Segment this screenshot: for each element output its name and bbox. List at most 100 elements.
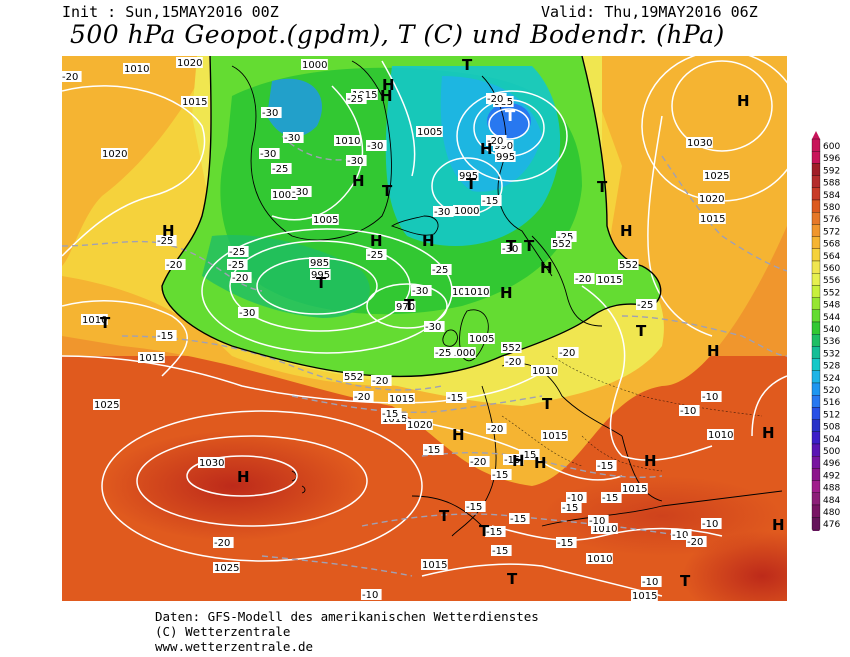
geopotential-contour-label: 552 (502, 343, 521, 354)
colorbar-level-label: 572 (823, 227, 840, 237)
low-pressure-mark: T (462, 56, 473, 74)
pressure-label: 1010 (532, 366, 557, 377)
pressure-label: 1020 (177, 58, 202, 69)
temperature-label-box (213, 537, 234, 548)
geopotential-contour-label: 552 (619, 260, 638, 271)
colorbar-swatch (811, 273, 821, 286)
temperature-label: -25 (157, 236, 173, 247)
geopotential-contour-label-box (618, 259, 639, 270)
colorbar-swatch (811, 492, 821, 506)
temperature-label-box (227, 259, 248, 270)
temperature-label: -15 (602, 493, 618, 504)
high-pressure-mark: H (737, 92, 750, 110)
high-pressure-mark: H (772, 516, 785, 534)
colorbar-level-label: 508 (823, 423, 840, 433)
colorbar-swatch (811, 395, 821, 408)
temperature-label-box (556, 537, 577, 548)
colorbar-level-label: 560 (823, 264, 840, 274)
pressure-label: 1015 (622, 484, 647, 495)
temperature-label: -25 (557, 232, 573, 243)
temperature-label: -10 (642, 577, 658, 588)
pressure-label: 1020 (407, 420, 432, 431)
colorbar-level-label: 520 (823, 386, 840, 396)
colorbar-level-label: 576 (823, 215, 840, 225)
temperature-label-box (371, 375, 392, 386)
colorbar-level-label: 544 (823, 313, 840, 323)
pressure-label: 1010 (587, 554, 612, 565)
temperature-label-box (701, 391, 722, 402)
pressure-label-box (631, 590, 658, 601)
colorbar-level-label: 476 (823, 520, 840, 530)
temperature-label: -15 (466, 502, 482, 513)
pressure-label: 1000 (454, 206, 479, 217)
pressure-label: 1025 (704, 171, 729, 182)
colorbar-swatch (811, 309, 821, 323)
colorbar-level-label: 484 (823, 496, 840, 506)
temperature-label: -25 (228, 260, 244, 271)
temperature-label-box (701, 518, 722, 529)
colorbar-swatch (811, 346, 821, 359)
high-pressure-mark: H (370, 232, 383, 250)
pressure-label-box (541, 430, 568, 441)
low-pressure-mark: T (316, 274, 327, 292)
temperature-label-box (671, 529, 692, 540)
geopotential-contour-label: 552 (552, 239, 571, 250)
temperature-label-box (165, 259, 186, 270)
temperature-label-box (558, 347, 579, 358)
colorbar-swatch (811, 175, 821, 188)
map-labels-layer: 1010102010151020100010151010100598599099… (62, 56, 785, 601)
low-pressure-mark: T (507, 570, 518, 588)
pressure-label: 995 (496, 152, 515, 163)
website-link[interactable]: www.wetterzentrale.de (155, 639, 314, 654)
pressure-label: 1005 (417, 127, 442, 138)
temperature-label: -20 (487, 94, 503, 105)
colorbar-level-label: 528 (823, 362, 840, 372)
colorbar-swatch (811, 199, 821, 213)
low-pressure-mark: T (542, 395, 553, 413)
temperature-label-box (566, 492, 587, 503)
pressure-label-box (531, 365, 558, 376)
colorbar-level-label: 532 (823, 349, 840, 359)
pressure-label: 1025 (94, 400, 119, 411)
temperature-label-box (481, 195, 502, 206)
pressure-label-box (621, 483, 648, 494)
pressure-label: 1025 (214, 563, 239, 574)
high-pressure-mark: H (540, 259, 553, 277)
temperature-label: -10 (702, 519, 718, 530)
temperature-label-box (491, 469, 512, 480)
temperature-label: -30 (284, 133, 300, 144)
temperature-label-box (381, 408, 402, 419)
temperature-label: -10 (567, 493, 583, 504)
high-pressure-mark: H (162, 222, 175, 240)
pressure-label-box (123, 63, 150, 74)
temperature-label-box (411, 285, 432, 296)
pressure-label: 1000 (450, 348, 475, 359)
temperature-label-box (156, 235, 177, 246)
low-pressure-mark: T (479, 522, 490, 540)
temperature-label: -30 (434, 207, 450, 218)
colorbar-level-label: 564 (823, 252, 840, 262)
colorbar-swatch (811, 468, 821, 481)
pressure-label-box (453, 205, 480, 216)
temperature-label-box (641, 576, 662, 587)
pressure-label: 1015 (422, 560, 447, 571)
low-pressure-mark: T (597, 178, 608, 196)
geopotential-contour-label-box (343, 371, 364, 382)
temperature-label: -20 (559, 348, 575, 359)
pressure-label: 1030 (687, 138, 712, 149)
pressure-label-box (421, 559, 448, 570)
pressure-label: 1005 (469, 334, 494, 345)
pressure-label: 1015 (700, 214, 725, 225)
colorbar-swatch (811, 260, 821, 274)
temperature-label: -15 (492, 470, 508, 481)
pressure-label: 1005 (313, 215, 338, 226)
pressure-label: 1030 (199, 458, 224, 469)
temperature-label-box (231, 272, 252, 283)
temperature-label: -15 (492, 546, 508, 557)
temperature-label: -10 (702, 392, 718, 403)
colorbar-level-label: 488 (823, 484, 840, 494)
pressure-label-box (301, 59, 328, 70)
temperature-label-box (574, 273, 595, 284)
colorbar-level-label: 496 (823, 459, 840, 469)
pressure-label: 1010 (592, 524, 617, 535)
